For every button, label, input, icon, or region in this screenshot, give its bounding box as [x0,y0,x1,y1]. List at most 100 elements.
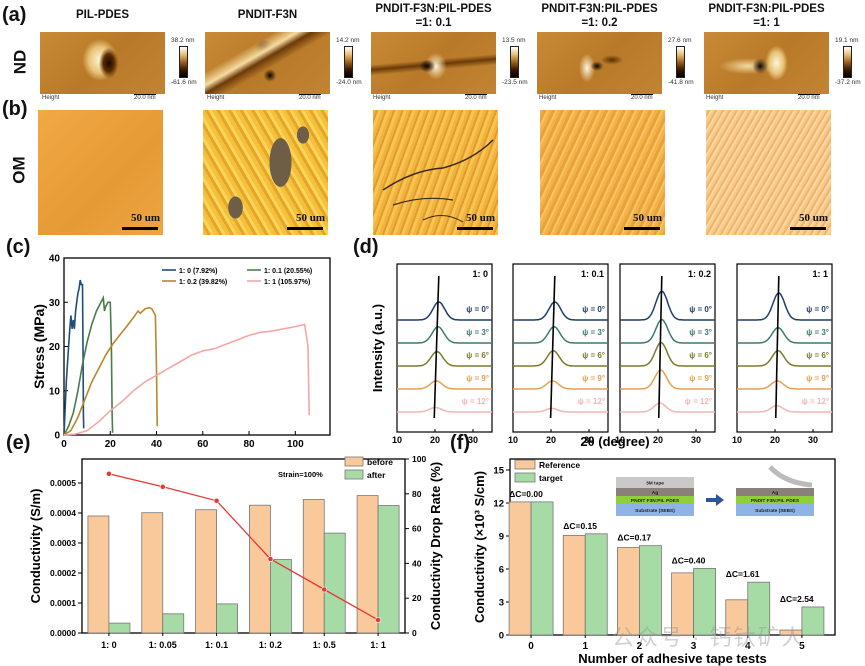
drop-rate-point [106,470,112,477]
psi-label: ψ = 9° [466,374,489,383]
delta-c-annotation: ΔC=1.61 [726,569,760,579]
subplot-frame [512,263,609,433]
x-tick-label: 5 [799,641,805,652]
x-axis-label: 2θ (degree) [580,434,649,449]
inset-after-layer [736,496,814,504]
afm-height-label: Height [42,95,60,101]
xrd-curve [397,301,492,321]
psi-label: ψ = 9° [806,374,829,383]
om-scale-bar [287,227,323,230]
inset-after-layer [736,504,814,516]
delta-c-annotation: ΔC=0.40 [672,555,706,565]
psi-label: ψ = 0° [582,305,605,314]
subplot-label: 1: 0 [472,269,488,279]
bar-target [693,568,716,636]
panel-label-b: (b) [2,98,28,120]
afm-color-min: -23.5 nm [502,79,528,86]
x-tick-label: 1: 0.5 [313,640,336,650]
bar-after [216,603,238,634]
peeled-tape [768,465,813,488]
afm-scale-bar: 20.0 nm [631,94,653,101]
psi-label: ψ = 12° [685,397,712,406]
afm-image-title-line: =1: 0.1 [415,17,452,29]
afm-color-bar [676,46,685,78]
afm-color-max: 19.1 nm [835,37,859,44]
panel-label-d: (d) [353,236,379,258]
x-tick-label: 0 [61,439,67,450]
bar-Reference [562,535,586,636]
x-tick-label: 10 [615,435,625,445]
xrd-curve [513,407,608,413]
afm-height-image [537,32,662,94]
x-tick-label: 20 [430,435,440,445]
delta-c-annotation: ΔC=0.17 [617,533,651,543]
legend-label: 1: 0 (7.92%) [179,268,218,275]
delta-c-annotation: ΔC=2.54 [780,594,814,604]
x-tick-label: 20 [105,439,117,450]
bar-Reference [508,501,532,636]
xrd-curve [397,326,492,344]
bar-target [639,545,662,636]
afm-color-min: -61.6 nm [171,79,197,86]
x-tick-label: 20 [546,435,556,445]
subplot-label: 1: 0.1 [581,269,604,279]
series-line [63,323,310,436]
afm-color-max: 38.2 nm [171,37,195,44]
xrd-curve [737,349,832,367]
x-tick-label: 30 [468,435,478,445]
psi-label: ψ = 9° [689,374,712,383]
psi-label: ψ = 12° [462,397,489,406]
afm-color-min: -24.0 nm [336,79,362,86]
legend-label: before [367,457,393,467]
inset-before-layer-label: PNDIT F3N:PIL PDES [631,498,680,504]
x-tick-label: 10 [508,435,518,445]
bar-before [195,509,217,634]
y-axis-label: Stress (MPa) [31,304,47,389]
peak-shift-line [433,275,440,419]
x-tick-label: 30 [691,435,701,445]
xrd-curve [513,349,608,367]
om-scale-label: 50 um [798,212,828,224]
series-line [63,294,114,436]
x-tick-label: 1: 0.05 [149,640,177,650]
afm-image-title-line: PNDIT-F3N:PIL-PDES [708,3,825,15]
y-tick-label: 3 [499,598,504,609]
bar-target [584,533,608,636]
y2-tick-label: 40 [412,558,422,568]
xrd-curve [620,290,715,321]
afm-image-title-line: PIL-PDES [75,9,130,21]
om-image [540,110,665,235]
xrd-curve [737,292,832,321]
legend-swatch [514,472,536,483]
afm-image-title: PNDIT-F3N:PIL-PDES =1: 0.1 [361,2,506,30]
afm-height-label: Height [373,95,391,101]
afm-color-min: -41.8 nm [668,79,694,86]
psi-label: ψ = 0° [806,305,829,314]
conductivity-strain-chart: 0.0000 0.0001 0.0002 0.0003 0.0004 0.0005 0 20 4… [28,454,443,650]
psi-label: ψ = 3° [466,328,489,337]
subplot-label: 1: 0.2 [688,269,711,279]
om-image [203,110,328,235]
om-scale-bar [457,227,493,230]
psi-label: ψ = 12° [802,397,829,406]
watermark: 公众号 · 钙钛矿人 [612,625,806,650]
x-tick-label: 1: 0.2 [259,640,282,650]
y-tick-label: 30 [49,298,61,309]
legend-label: 1: 1 (105.97%) [264,279,310,286]
crack-line [382,139,494,191]
y-tick-label: 0.0005 [50,478,76,488]
subplot-frame [619,263,716,433]
afm-color-bar [510,46,519,78]
x-tick-label: 80 [243,439,255,450]
xrd-curve [620,369,715,390]
y-axis-label: Conductivity (×10³ S/cm) [472,471,487,623]
drop-rate-line [108,473,379,621]
arrow-icon [706,494,724,506]
stress-strain-chart: 020406080100010203040Strain (%)Stress (M… [31,254,331,450]
afm-height-image [205,32,330,94]
psi-label: ψ = 0° [689,305,712,314]
x-tick-label: 10 [392,435,402,445]
inset-before-layer-label: 3M tape [646,481,664,487]
peak-shift-line [549,275,556,419]
